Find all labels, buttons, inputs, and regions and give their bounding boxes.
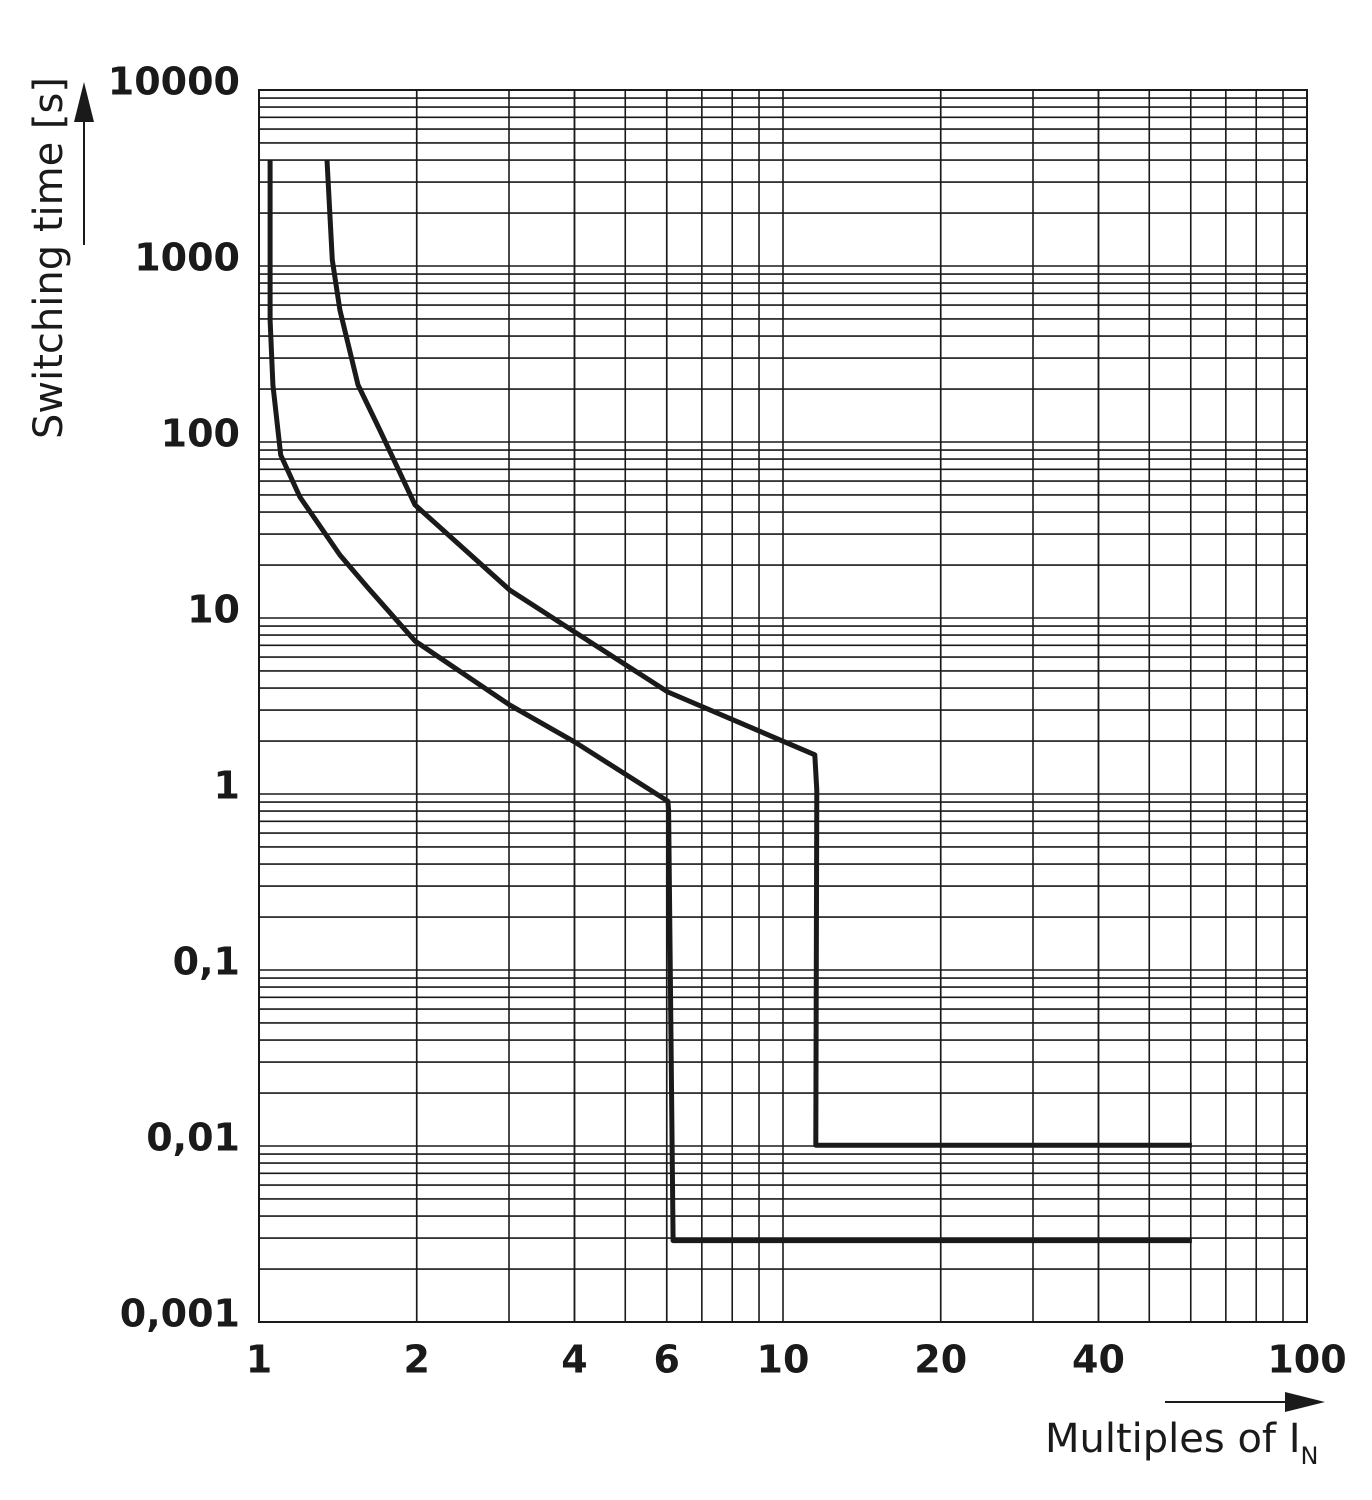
curve — [324, 159, 1192, 1148]
y-arrowhead — [74, 82, 94, 122]
curve — [267, 160, 1192, 1244]
y-tick-label: 0,1 — [173, 940, 240, 984]
x-tick-label: 20 — [914, 1338, 967, 1382]
x-axis-title-main: Multiples of I — [1045, 1416, 1301, 1462]
y-tick-label: 10 — [187, 588, 240, 632]
x-tick-label: 6 — [654, 1338, 680, 1382]
x-tick-label: 2 — [404, 1338, 430, 1382]
y-tick-label: 10000 — [108, 60, 240, 104]
x-tick-label: 4 — [561, 1338, 587, 1382]
x-arrowhead — [1285, 1392, 1325, 1412]
x-axis-title: Multiples of IN — [1045, 1416, 1318, 1470]
y-tick-label: 0,01 — [146, 1116, 240, 1160]
x-tick-label: 10 — [757, 1338, 810, 1382]
y-tick-label: 1 — [214, 764, 240, 808]
y-axis-title: Switching time [s] — [26, 77, 72, 439]
grid — [258, 89, 1308, 1323]
x-tick-label: 40 — [1072, 1338, 1125, 1382]
y-tick-label: 1000 — [134, 236, 240, 280]
x-tick-label: 100 — [1267, 1338, 1346, 1382]
y-tick-label: 0,001 — [120, 1292, 240, 1336]
x-axis-title-sub: N — [1301, 1442, 1319, 1470]
plot-frame — [258, 89, 1308, 1323]
x-tick-label: 1 — [246, 1338, 272, 1382]
y-tick-label: 100 — [161, 412, 240, 456]
